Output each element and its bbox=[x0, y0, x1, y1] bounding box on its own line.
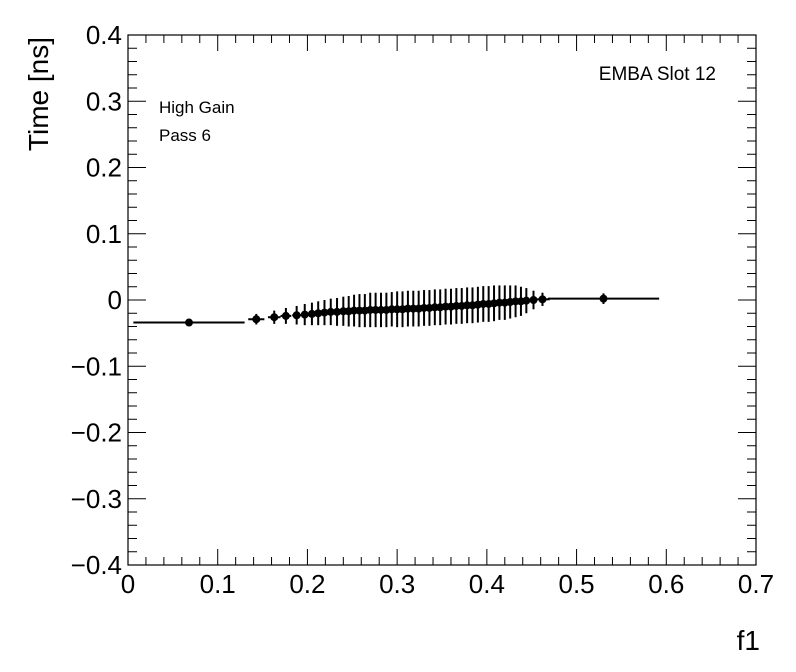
y-tick-labels: −0.4 −0.3 −0.2 −0.1 0 0.1 0.2 0.3 0.4 bbox=[71, 20, 122, 580]
point-marker bbox=[300, 310, 309, 319]
data-point bbox=[292, 305, 302, 325]
point-marker bbox=[252, 315, 261, 324]
point-marker bbox=[307, 309, 316, 318]
data-point bbox=[248, 313, 265, 325]
data-point bbox=[314, 301, 323, 326]
y-tick-label: 0.1 bbox=[86, 219, 122, 249]
point-marker bbox=[281, 311, 290, 320]
data-point bbox=[522, 288, 531, 314]
point-marker bbox=[185, 318, 194, 327]
point-marker bbox=[599, 294, 608, 303]
x-tick-label: 0.5 bbox=[558, 569, 594, 599]
point-marker bbox=[326, 307, 335, 316]
x-tick-label: 0.6 bbox=[648, 569, 684, 599]
data-point bbox=[267, 310, 281, 324]
axis-ticks bbox=[127, 34, 757, 566]
point-marker bbox=[333, 307, 342, 316]
annotation-pass: Pass 6 bbox=[159, 126, 211, 145]
data-point bbox=[326, 298, 335, 326]
point-marker bbox=[538, 295, 547, 304]
point-marker bbox=[529, 296, 538, 304]
y-axis-title: Time [ns] bbox=[23, 37, 54, 151]
y-tick-label: −0.4 bbox=[71, 550, 122, 580]
y-tick-label: 0.2 bbox=[86, 153, 122, 183]
data-point bbox=[535, 292, 550, 306]
y-tick-label: 0.4 bbox=[86, 20, 122, 50]
y-tick-label: −0.1 bbox=[71, 351, 122, 381]
data-point bbox=[300, 303, 309, 326]
annotation-gain: High Gain bbox=[159, 98, 235, 117]
point-marker bbox=[270, 313, 279, 322]
x-tick-label: 0 bbox=[121, 569, 135, 599]
x-tick-label: 0.4 bbox=[469, 569, 505, 599]
data-point bbox=[133, 318, 245, 327]
x-tick-labels: 0 0.1 0.2 0.3 0.4 0.5 0.6 0.7 bbox=[121, 569, 774, 599]
y-tick-label: −0.2 bbox=[71, 418, 122, 448]
y-tick-label: −0.3 bbox=[71, 484, 122, 514]
point-marker bbox=[320, 308, 329, 317]
data-point bbox=[320, 300, 329, 326]
x-tick-label: 0.3 bbox=[379, 569, 415, 599]
x-tick-label: 0.1 bbox=[200, 569, 236, 599]
x-tick-label: 0.2 bbox=[289, 569, 325, 599]
data-points bbox=[133, 285, 660, 328]
point-marker bbox=[522, 296, 531, 305]
y-tick-label: 0.3 bbox=[86, 86, 122, 116]
point-marker bbox=[314, 309, 323, 318]
y-tick-label: 0 bbox=[108, 285, 122, 315]
x-axis-title: f1 bbox=[737, 625, 760, 656]
data-point bbox=[280, 307, 292, 324]
data-point bbox=[547, 293, 660, 304]
x-tick-label: 0.7 bbox=[738, 569, 774, 599]
point-marker bbox=[292, 311, 301, 320]
data-point bbox=[333, 298, 342, 326]
annotation-slot: EMBA Slot 12 bbox=[599, 64, 716, 85]
